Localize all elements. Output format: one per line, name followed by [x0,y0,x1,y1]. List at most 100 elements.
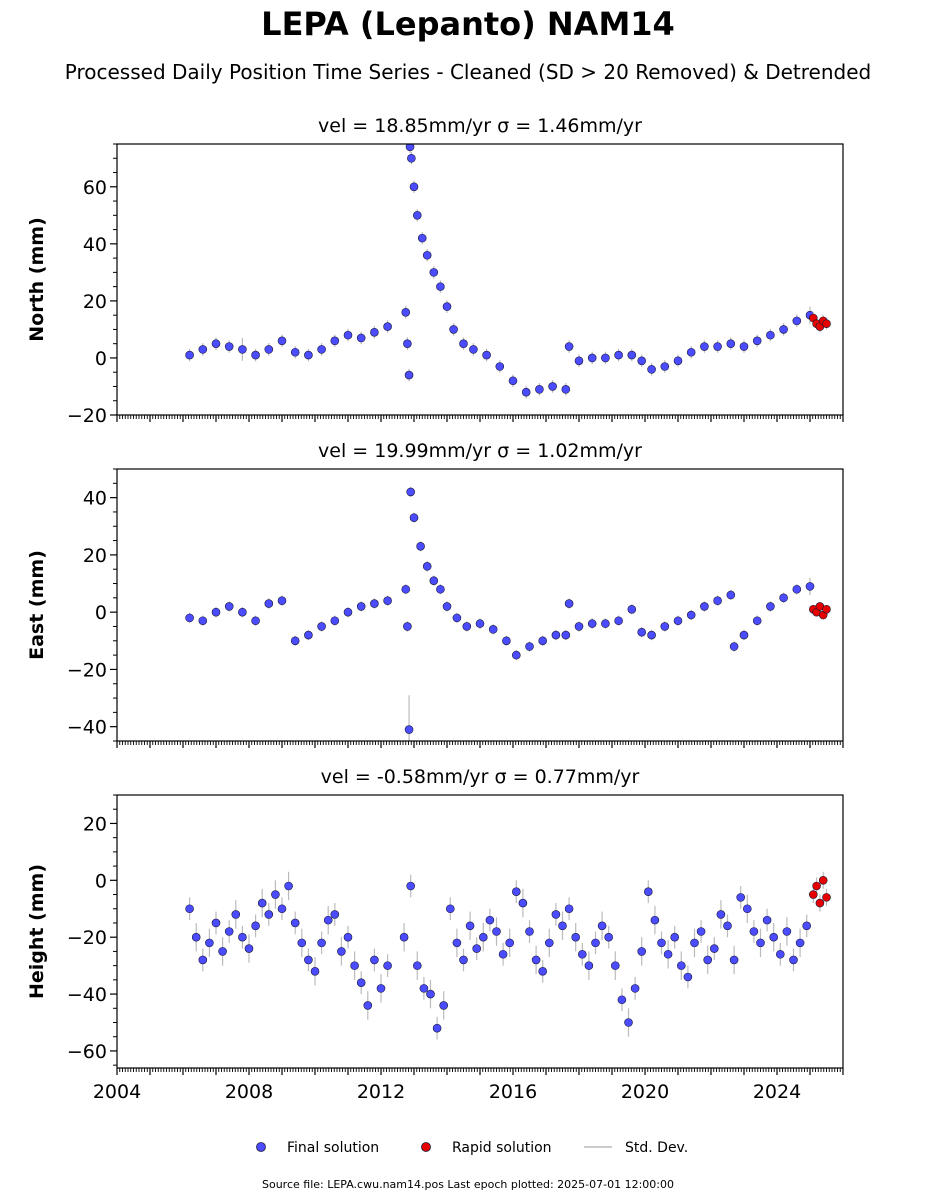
final-point [224,927,234,936]
legend-rapid-label: Rapid solution [452,1140,552,1156]
final-point [650,915,660,925]
final-point [297,938,307,948]
final-point [657,938,666,948]
y-tick-label: 0 [95,870,107,892]
final-point [343,607,353,617]
final-point [729,642,739,651]
final-point [363,1001,373,1010]
panel-2: vel = -0.58mm/yr σ = 0.77mm/yr Height (mm… [26,766,844,1103]
final-point [660,362,670,371]
final-point [271,890,280,899]
final-point [304,630,313,640]
final-point [749,927,759,936]
x-tick-label: 2020 [621,1081,669,1103]
final-point [627,350,637,360]
final-point [713,342,722,351]
final-point [561,385,571,394]
final-point [409,182,419,192]
final-point [703,955,713,965]
final-point [211,339,221,348]
final-point [337,947,346,956]
final-point [404,725,414,734]
final-point [330,910,340,919]
y-tick-label: −40 [67,984,107,1006]
final-point [238,345,247,354]
final-point [802,921,812,931]
final-point [676,961,686,970]
final-point [244,944,254,953]
final-point [584,961,594,970]
y-tick-label: 0 [95,602,107,624]
final-point [577,949,587,959]
final-point [482,350,491,360]
rapid-point [818,876,828,885]
final-point [511,650,521,660]
final-point [185,613,194,623]
y-tick-label: −20 [67,405,107,427]
final-point [277,904,287,914]
final-point [713,596,722,606]
final-point [647,630,656,640]
final-point [627,604,637,614]
final-point [795,938,805,948]
final-point [739,630,749,640]
final-point [198,955,208,965]
final-point [310,967,320,976]
final-point [376,984,386,993]
final-point [742,904,752,914]
final-point [426,989,435,999]
plot-area [185,871,831,1040]
final-point [436,282,445,291]
final-point [535,385,544,394]
final-point [498,949,508,959]
final-point [317,622,326,631]
x-tick-label: 2004 [93,1081,141,1103]
y-tick-label: 20 [83,813,107,835]
final-point [502,636,511,646]
final-point [792,316,802,326]
final-point [238,607,247,617]
final-point [723,921,732,931]
final-point [709,944,719,953]
y-axis-label: North (mm) [26,217,48,342]
final-point [383,961,392,970]
final-point [587,619,597,628]
rapid-point [822,893,831,902]
final-point [624,1018,633,1027]
final-point [548,382,557,391]
final-point [551,910,561,919]
final-point [475,619,485,628]
final-point [805,582,815,591]
final-point [198,616,208,626]
final-point [290,918,300,928]
final-point [574,622,584,631]
final-point [383,322,392,331]
final-point [726,339,736,348]
final-point [478,932,488,942]
final-point [191,932,201,942]
final-point [574,356,584,366]
final-point [264,910,274,919]
final-point [442,302,452,311]
final-point [485,915,495,925]
final-point [525,927,534,936]
final-point [462,622,472,631]
final-point [518,898,528,908]
final-point [660,622,670,631]
final-point [343,330,353,340]
panel-0: vel = 18.85mm/yr σ = 1.46mm/yr North (mm)… [26,115,844,427]
final-point [205,938,214,948]
final-point [643,887,653,896]
final-point [617,995,627,1005]
final-point [304,350,313,360]
final-point [224,342,234,351]
final-point [736,893,746,902]
final-point [407,153,416,163]
final-point [185,350,194,360]
final-point [637,947,647,956]
final-point [564,342,574,351]
final-point [690,938,699,948]
final-point [356,333,366,343]
final-point [422,562,432,571]
final-point [782,927,792,936]
